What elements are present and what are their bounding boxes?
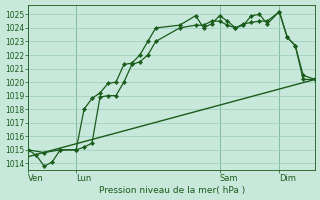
X-axis label: Pression niveau de la mer( hPa ): Pression niveau de la mer( hPa )	[99, 186, 245, 195]
